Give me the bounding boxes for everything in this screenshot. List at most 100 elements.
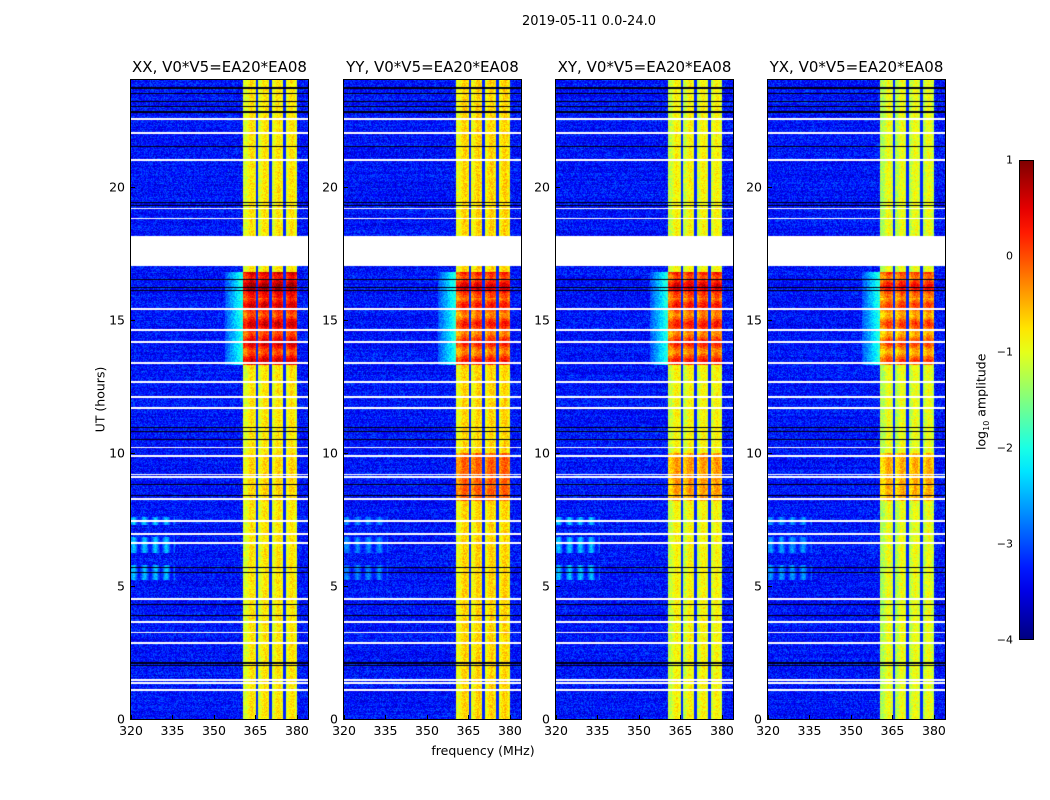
colorbar-label: log10 amplitude (973, 353, 991, 450)
x-tick-mark (426, 715, 428, 719)
x-tick-label: 335 (373, 723, 398, 738)
y-tick-mark (131, 719, 135, 720)
panel-title: YX, V0*V5=EA20*EA08 (769, 58, 944, 76)
x-tick-mark (721, 715, 723, 719)
x-tick-mark (296, 715, 298, 719)
panel-title: XX, V0*V5=EA20*EA08 (132, 58, 307, 76)
y-tick-mark (131, 186, 135, 188)
spectrogram-panel-2: YY, V0*V5=EA20*EA08 320 335 350 365 380 0 5 10 15… (322, 58, 522, 738)
heatmap-image (768, 80, 945, 719)
y-tick-label: 10 (109, 445, 125, 461)
y-tick-label: 15 (322, 312, 338, 328)
x-tick-mark (385, 715, 387, 719)
y-tick-mark (344, 319, 348, 321)
x-tick-mark (768, 715, 769, 719)
x-tick-label: 320 (332, 723, 356, 738)
y-tick-label: 20 (322, 179, 338, 194)
colorbar-tick-label: −1 (996, 345, 1013, 359)
y-tick-label: 10 (746, 445, 762, 461)
y-tick-label: 5 (117, 578, 125, 594)
x-tick-mark (680, 715, 682, 719)
colorbar-tick-label: 0 (1006, 249, 1013, 263)
y-tick-mark (768, 186, 772, 188)
x-tick-mark (213, 715, 215, 719)
x-tick-label: 350 (415, 723, 439, 738)
y-tick-label: 20 (534, 179, 550, 194)
y-tick-mark (556, 452, 560, 454)
x-tick-label: 380 (285, 723, 309, 738)
x-tick-mark (809, 715, 811, 719)
x-tick-label: 335 (160, 723, 185, 738)
panel-title: YY, V0*V5=EA20*EA08 (346, 58, 519, 76)
x-tick-label: 365 (456, 723, 481, 738)
colorbar-tick-label: −2 (996, 441, 1013, 455)
x-tick-mark (638, 715, 640, 719)
x-tick-label: 335 (797, 723, 822, 738)
spectrogram-panel-4: YX, V0*V5=EA20*EA08 320 335 350 365 380 0 5 10 15… (746, 58, 946, 738)
y-tick-label: 5 (754, 578, 762, 594)
y-tick-label: 20 (109, 179, 125, 194)
x-tick-label: 320 (119, 723, 143, 738)
x-tick-mark (131, 715, 132, 719)
y-tick-label: 20 (746, 179, 762, 194)
x-tick-label: 365 (243, 723, 268, 738)
heatmap-image (131, 80, 308, 719)
y-tick-mark (768, 585, 772, 587)
figure-title: 2019-05-11 0.0-24.0 (522, 14, 656, 29)
y-tick-mark (768, 319, 772, 321)
y-tick-label: 0 (542, 711, 550, 727)
heatmap-image (556, 80, 733, 719)
y-tick-mark (768, 452, 772, 454)
x-tick-mark (892, 715, 894, 719)
y-tick-mark (344, 452, 348, 454)
heatmap-image (344, 80, 521, 719)
y-tick-mark (768, 719, 772, 720)
x-tick-label: 335 (585, 723, 610, 738)
y-tick-mark (344, 186, 348, 188)
y-tick-label: 15 (109, 312, 125, 328)
y-tick-mark (556, 719, 560, 720)
spectrogram-panel-3: XY, V0*V5=EA20*EA08 320 335 350 365 380 0 5 10 15… (534, 58, 734, 738)
y-tick-label: 5 (330, 578, 338, 594)
x-tick-label: 350 (627, 723, 651, 738)
x-tick-mark (468, 715, 470, 719)
y-tick-mark (344, 719, 348, 720)
x-tick-label: 350 (839, 723, 863, 738)
x-tick-label: 350 (202, 723, 226, 738)
x-tick-mark (255, 715, 257, 719)
x-axis-label: frequency (MHz) (431, 743, 535, 758)
x-tick-label: 320 (756, 723, 780, 738)
colorbar-tick-label: −4 (996, 633, 1013, 647)
y-tick-mark (131, 585, 135, 587)
y-axis-label: UT (hours) (92, 366, 108, 433)
y-tick-mark (131, 319, 135, 321)
x-tick-label: 380 (922, 723, 946, 738)
panel-title: XY, V0*V5=EA20*EA08 (557, 58, 732, 76)
y-tick-mark (344, 585, 348, 587)
y-tick-mark (556, 585, 560, 587)
x-tick-label: 380 (710, 723, 734, 738)
y-tick-label: 15 (534, 312, 550, 328)
y-tick-label: 10 (534, 445, 550, 461)
colorbar (1019, 160, 1034, 640)
x-tick-mark (172, 715, 174, 719)
x-tick-label: 320 (544, 723, 568, 738)
colorbar-tick-label: 1 (1006, 153, 1013, 167)
x-tick-mark (344, 715, 345, 719)
x-tick-label: 380 (498, 723, 522, 738)
x-tick-mark (933, 715, 935, 719)
x-tick-mark (597, 715, 599, 719)
y-tick-mark (556, 186, 560, 188)
y-tick-mark (131, 452, 135, 454)
y-tick-label: 5 (542, 578, 550, 594)
x-tick-mark (509, 715, 511, 719)
y-tick-label: 0 (117, 711, 125, 727)
x-tick-label: 365 (668, 723, 693, 738)
y-tick-label: 0 (754, 711, 762, 727)
x-tick-mark (850, 715, 852, 719)
x-tick-label: 365 (880, 723, 905, 738)
y-tick-label: 10 (322, 445, 338, 461)
y-tick-label: 15 (746, 312, 762, 328)
y-tick-label: 0 (330, 711, 338, 727)
